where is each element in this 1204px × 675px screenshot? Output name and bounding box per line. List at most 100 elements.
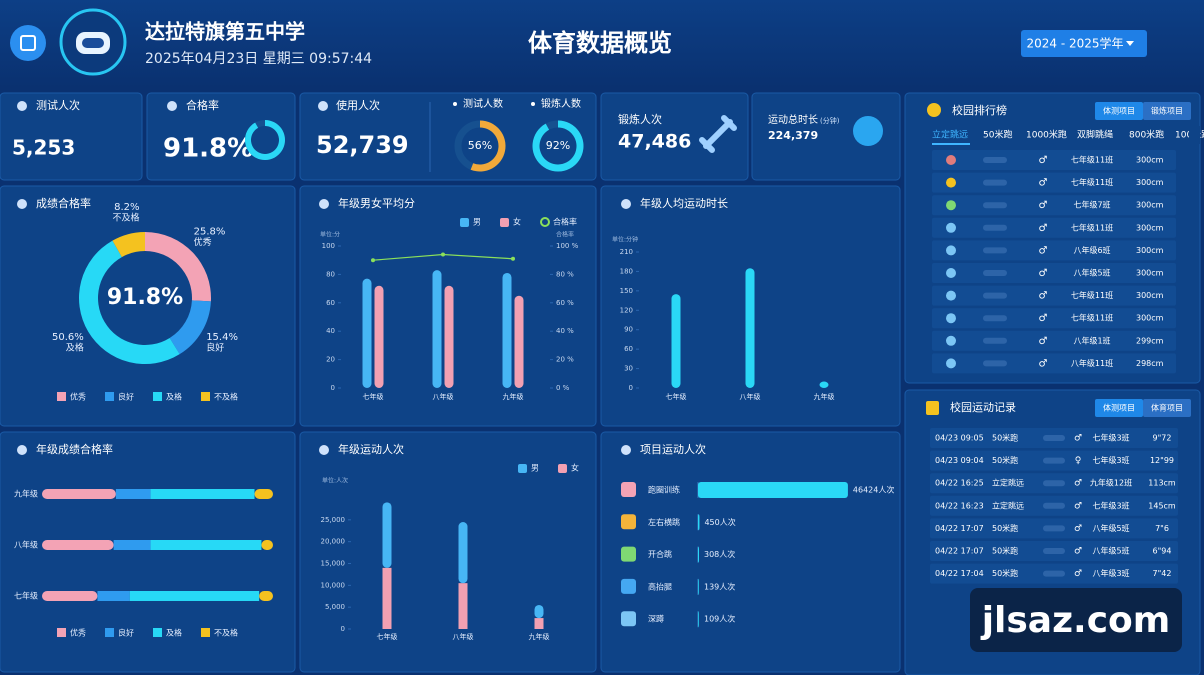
category-label: 左右横跳 <box>648 517 680 527</box>
tab-underline <box>932 143 970 145</box>
gender: ♂ <box>1074 569 1082 579</box>
row-bg <box>932 330 1176 351</box>
legend-label: 男 <box>473 218 481 227</box>
rank-icon <box>946 177 956 188</box>
y-tick-label: 120 <box>620 306 633 314</box>
watermark-box <box>970 588 1182 652</box>
stat-value: 47,486 <box>618 131 691 153</box>
legend-label: 及格 <box>166 392 182 402</box>
value-label: 139人次 <box>704 581 735 591</box>
icon <box>167 101 177 111</box>
y-tick-label: 210 <box>620 248 633 256</box>
name-blur <box>1043 570 1065 577</box>
bar <box>374 285 384 388</box>
menu-icon <box>20 35 36 51</box>
name-blur <box>1043 548 1065 554</box>
x-tick-label: 七年级 <box>666 392 687 401</box>
y-tick-label: 60 <box>326 299 335 307</box>
y-tick-label: 0 <box>331 384 335 392</box>
legend-label: 男 <box>531 464 539 473</box>
bar-segment <box>534 604 544 619</box>
score: 300cm <box>1136 178 1164 187</box>
legend-label: 合格率 <box>553 217 577 227</box>
rank-icon <box>946 222 956 233</box>
bar-segment <box>458 522 468 584</box>
dropdown-arrow <box>1126 41 1134 46</box>
icon <box>318 101 328 111</box>
label: 运动总时长 <box>768 113 818 126</box>
rank-icon <box>946 268 956 278</box>
class: 八年级11班 <box>1071 358 1113 368</box>
bar <box>698 578 699 595</box>
panel <box>0 92 143 181</box>
bar <box>502 272 512 388</box>
tab[interactable] <box>1095 102 1143 120</box>
tab-label: 体育项目 <box>1151 403 1183 413</box>
legend-dot <box>453 102 457 106</box>
score: 300cm <box>1136 223 1164 232</box>
row-bg <box>932 150 1176 170</box>
y-tick-label: 80 <box>326 270 335 278</box>
bar <box>514 295 524 388</box>
y2-tick-label: 0 % <box>556 384 570 392</box>
bar-segment <box>254 489 273 499</box>
bar <box>671 294 681 388</box>
item: 50米跑 <box>992 455 1018 465</box>
panel-icon <box>319 199 329 209</box>
donut-segment <box>145 232 211 302</box>
panel <box>600 431 901 673</box>
legend-swatch <box>153 628 162 637</box>
y-tick-label: 25,000 <box>321 516 346 524</box>
result: 9"72 <box>1153 434 1172 443</box>
name-blur <box>983 337 1007 344</box>
gender: ♂ <box>1074 524 1082 534</box>
logo-visor <box>82 38 104 48</box>
bar-segment <box>261 540 273 550</box>
row-bg <box>932 240 1176 261</box>
time: 04/22 17:07 <box>935 524 984 533</box>
term-select[interactable] <box>1021 30 1147 57</box>
y-tick-label: 40 <box>326 327 335 335</box>
y2-tick-label: 60 % <box>556 299 574 307</box>
label: 单位:分钟 <box>612 236 638 244</box>
label: 锻炼人次 <box>618 112 662 126</box>
row-bg <box>932 285 1176 306</box>
class: 七年级3班 <box>1092 433 1129 443</box>
y-tick-label: 30 <box>624 365 633 373</box>
rank-icon <box>946 290 956 301</box>
tab[interactable] <box>1143 102 1191 120</box>
stat-value: 5,253 <box>12 136 75 160</box>
item: 50米跑 <box>992 568 1018 578</box>
legend-dot <box>531 102 535 106</box>
tab[interactable] <box>1095 399 1143 417</box>
item-clip <box>1189 126 1200 144</box>
bar <box>432 270 442 388</box>
name-blur <box>1043 502 1065 509</box>
bar-segment <box>458 583 468 629</box>
x-tick-label: 九年级 <box>529 632 550 641</box>
class: 八年级5班 <box>1073 268 1110 278</box>
class: 七年级11班 <box>1071 177 1113 187</box>
tab[interactable] <box>1143 399 1191 417</box>
y2-tick-label: 100 % <box>556 242 579 250</box>
stat-value: 52,739 <box>316 131 409 159</box>
score: 300cm <box>1136 246 1164 255</box>
data-label: 不及格 <box>113 211 140 223</box>
value-label: 46424人次 <box>853 485 894 495</box>
class: 八年级3班 <box>1092 568 1129 578</box>
y2-tick-label: 40 % <box>556 327 574 335</box>
tab-label: 体测项目 <box>1103 106 1135 116</box>
score: 300cm <box>1136 269 1164 278</box>
panel <box>0 185 296 427</box>
menu-button[interactable] <box>10 25 46 61</box>
panel-title: 年级成绩合格率 <box>36 442 113 456</box>
panel-icon <box>17 199 27 209</box>
row-bg <box>932 263 1176 283</box>
legend-swatch <box>500 218 509 227</box>
class: 七年级3班 <box>1092 500 1129 510</box>
label: 合格率 <box>556 231 574 239</box>
result: 145cm <box>1148 501 1176 510</box>
label: 单位:人次 <box>322 477 348 485</box>
gender: ♂ <box>1039 178 1048 189</box>
